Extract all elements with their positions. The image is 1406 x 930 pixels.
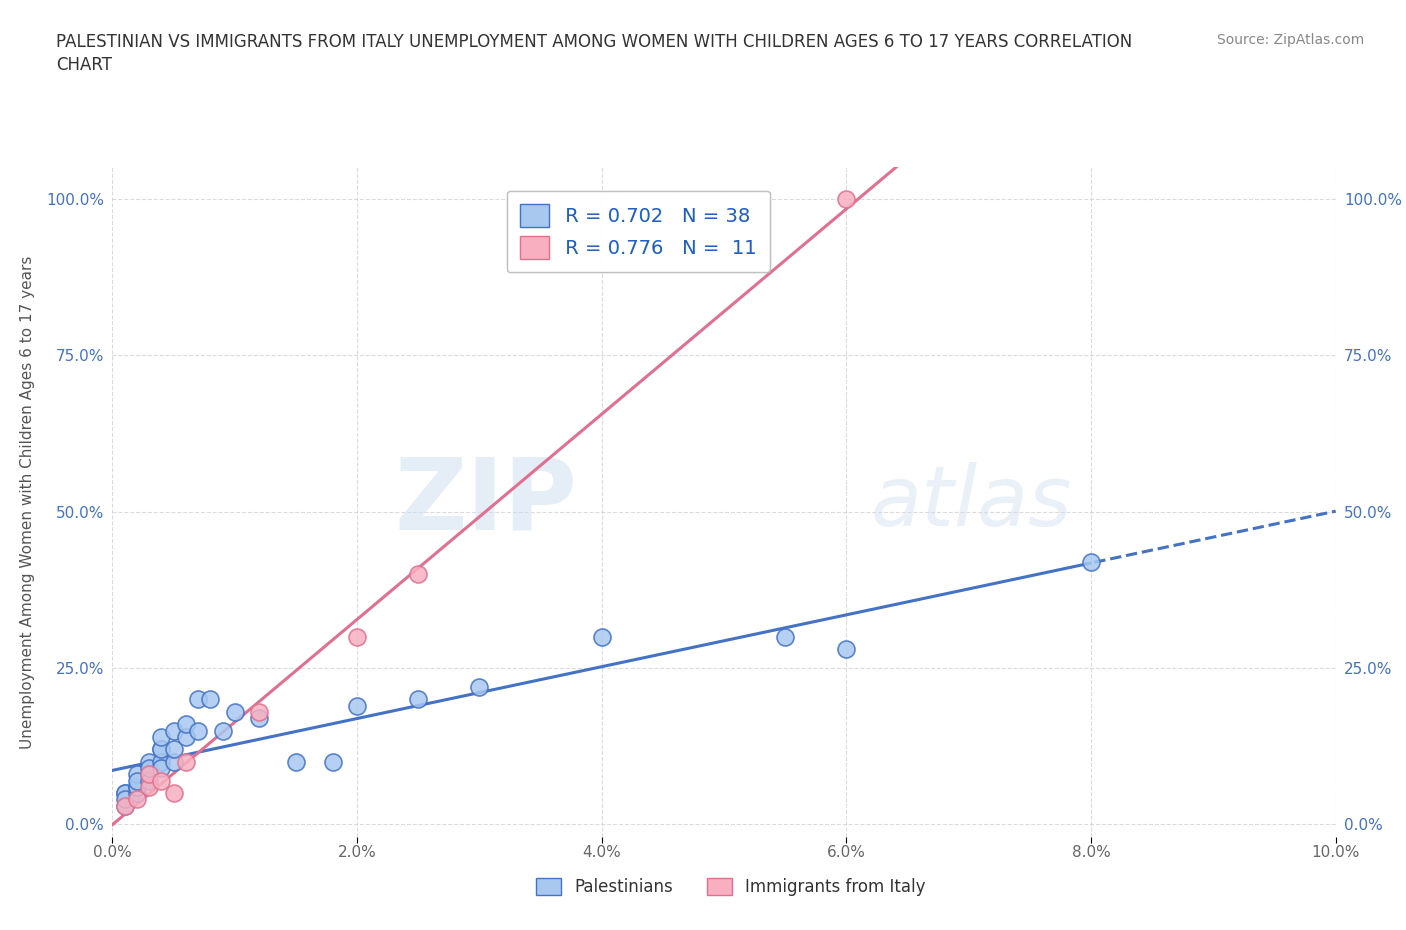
Text: PALESTINIAN VS IMMIGRANTS FROM ITALY UNEMPLOYMENT AMONG WOMEN WITH CHILDREN AGES: PALESTINIAN VS IMMIGRANTS FROM ITALY UNE… bbox=[56, 33, 1132, 74]
Point bbox=[150, 754, 173, 769]
Point bbox=[211, 724, 233, 738]
Point bbox=[138, 767, 160, 782]
Point bbox=[163, 724, 186, 738]
Point bbox=[346, 630, 368, 644]
Point bbox=[125, 779, 148, 794]
Point bbox=[408, 692, 430, 707]
Point bbox=[174, 729, 197, 744]
Point bbox=[150, 773, 173, 788]
Point bbox=[224, 704, 246, 719]
Point bbox=[775, 630, 797, 644]
Point bbox=[138, 761, 160, 776]
Point bbox=[408, 566, 430, 581]
Point bbox=[163, 754, 186, 769]
Point bbox=[125, 786, 148, 801]
Point bbox=[125, 773, 148, 788]
Point bbox=[138, 754, 160, 769]
Point bbox=[247, 704, 270, 719]
Text: Source: ZipAtlas.com: Source: ZipAtlas.com bbox=[1216, 33, 1364, 46]
Legend: Palestinians, Immigrants from Italy: Palestinians, Immigrants from Italy bbox=[530, 871, 932, 903]
Point bbox=[468, 680, 491, 695]
Point bbox=[150, 742, 173, 757]
Point bbox=[200, 692, 222, 707]
Point bbox=[187, 692, 209, 707]
Point bbox=[150, 742, 173, 757]
Point bbox=[187, 724, 209, 738]
Point bbox=[163, 742, 186, 757]
Point bbox=[591, 630, 613, 644]
Text: atlas: atlas bbox=[870, 461, 1073, 543]
Point bbox=[150, 761, 173, 776]
Point bbox=[114, 786, 136, 801]
Point bbox=[835, 642, 858, 657]
Text: ZIP: ZIP bbox=[395, 454, 578, 551]
Point bbox=[114, 798, 136, 813]
Point bbox=[346, 698, 368, 713]
Point bbox=[114, 792, 136, 807]
Point bbox=[163, 786, 186, 801]
Point bbox=[114, 786, 136, 801]
Point bbox=[284, 754, 308, 769]
Point bbox=[125, 792, 148, 807]
Legend:  R = 0.702   N = 38,  R = 0.776   N =  11: R = 0.702 N = 38, R = 0.776 N = 11 bbox=[506, 191, 770, 272]
Point bbox=[150, 729, 173, 744]
Point bbox=[114, 798, 136, 813]
Point bbox=[174, 754, 197, 769]
Point bbox=[138, 779, 160, 794]
Point bbox=[125, 767, 148, 782]
Point bbox=[322, 754, 344, 769]
Point bbox=[125, 779, 148, 794]
Point bbox=[247, 711, 270, 725]
Y-axis label: Unemployment Among Women with Children Ages 6 to 17 years: Unemployment Among Women with Children A… bbox=[20, 256, 35, 749]
Point bbox=[1080, 554, 1102, 569]
Point bbox=[174, 717, 197, 732]
Point bbox=[138, 767, 160, 782]
Point bbox=[835, 192, 858, 206]
Point bbox=[138, 773, 160, 788]
